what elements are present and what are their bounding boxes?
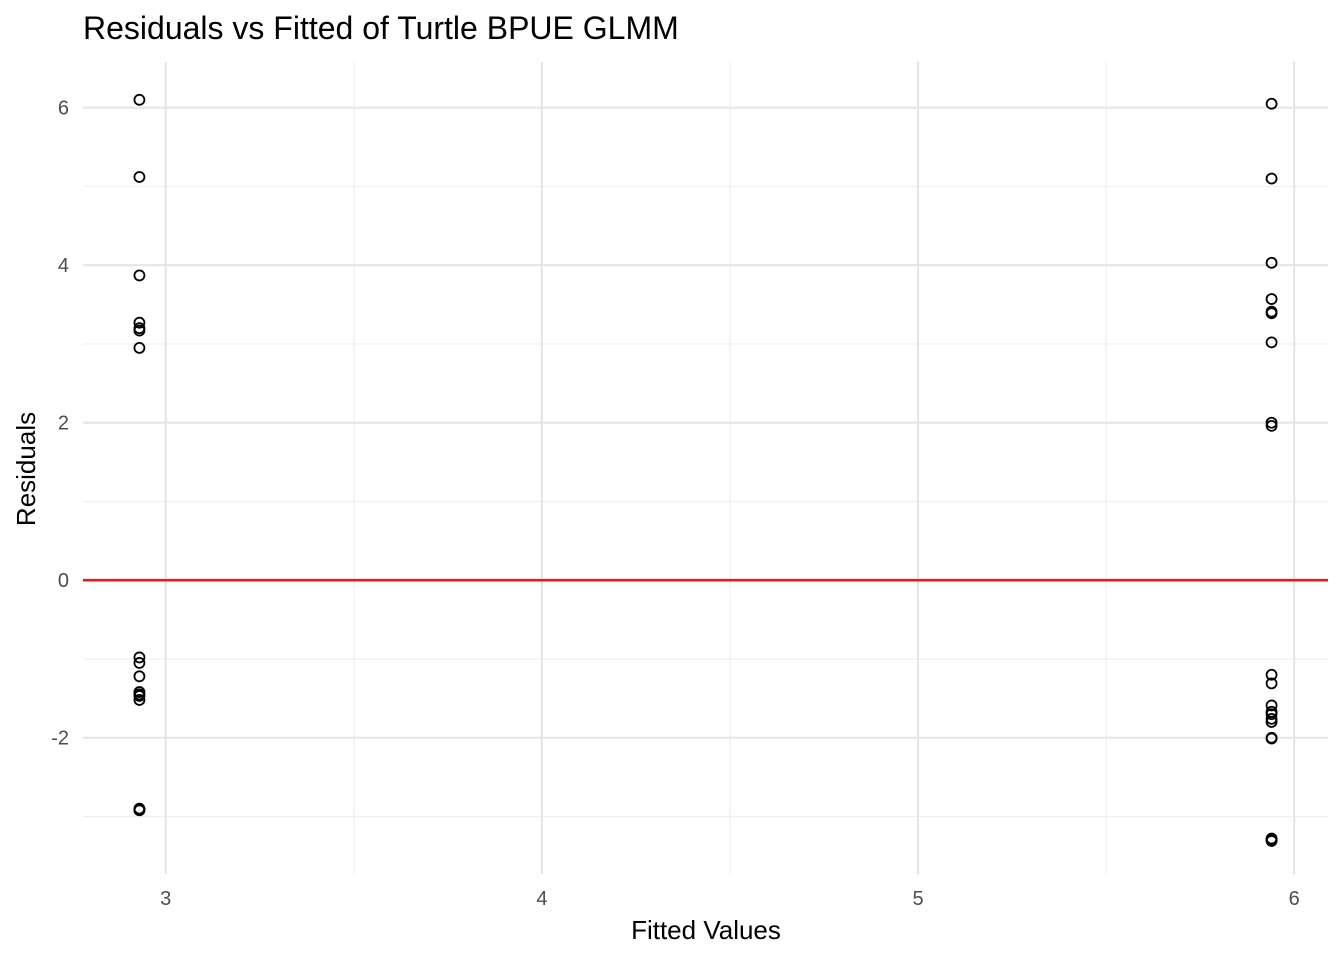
data-point [1265,712,1278,725]
data-point [133,804,146,817]
x-axis-ticks: 3 4 5 6 [160,888,1300,910]
data-point [133,670,146,683]
y-tick-label: -2 [51,728,69,750]
data-point [1265,716,1278,728]
x-axis-title: Fitted Values [631,915,781,945]
data-point [1265,172,1278,185]
data-point [133,341,146,354]
data-point [133,657,146,669]
data-point [133,269,146,282]
data-point [133,171,146,183]
data-point [133,93,146,106]
data-point [133,690,146,702]
y-axis-title: Residuals [11,412,41,526]
data-point [1265,336,1278,349]
data-point [133,651,146,664]
x-tick-label: 6 [1289,888,1300,910]
data-point [133,694,146,706]
data-point [1265,97,1278,110]
y-tick-label: 4 [58,255,69,277]
data-points [133,93,1278,847]
grid [83,62,1328,874]
y-tick-label: 6 [58,98,69,120]
data-point [1265,708,1278,721]
y-tick-label: 0 [58,570,69,592]
chart-title: Residuals vs Fitted of Turtle BPUE GLMM [83,10,679,46]
data-point [1265,307,1278,320]
data-point [1265,293,1278,305]
data-point [1265,732,1278,745]
x-tick-label: 5 [912,888,923,910]
data-point [1265,668,1278,681]
data-point [1265,416,1278,429]
data-point [133,324,146,337]
data-point [1265,419,1278,432]
data-point [133,316,146,329]
x-tick-label: 4 [536,888,547,910]
data-point [1265,677,1278,690]
y-tick-label: 2 [58,413,69,435]
data-point [1265,699,1278,712]
data-point [1265,835,1278,847]
y-axis-ticks: -2 0 2 4 6 [51,98,69,750]
data-point [1265,256,1278,269]
x-tick-label: 3 [160,888,171,910]
